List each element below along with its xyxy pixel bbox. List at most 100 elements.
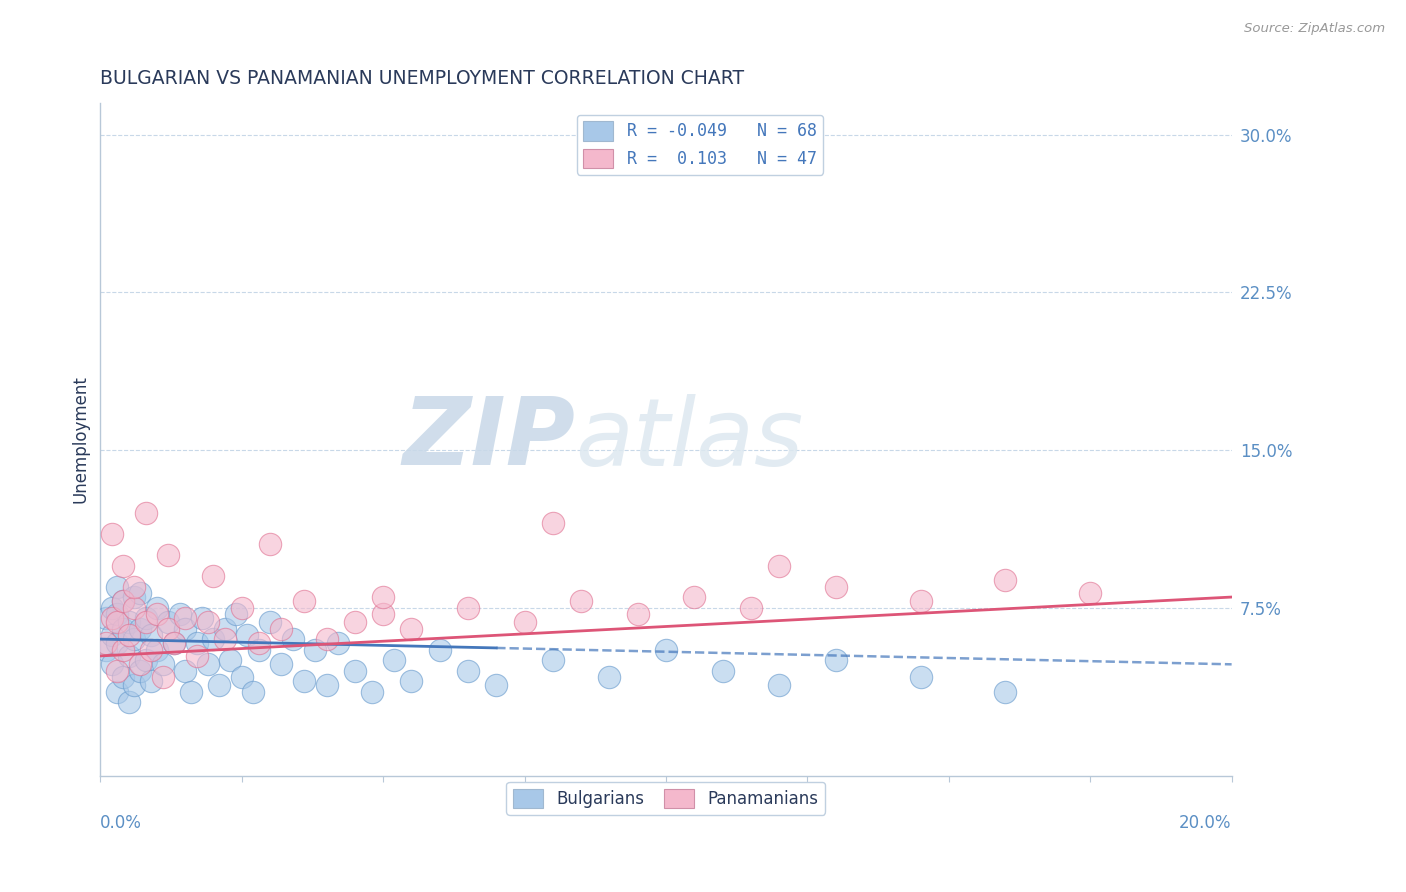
Point: [111, 670, 134, 684]
Point: [105, 607, 128, 621]
Point: [124, 678, 146, 692]
Point: [768, 558, 790, 573]
Point: [202, 569, 225, 583]
Point: [197, 657, 219, 672]
Point: [824, 653, 846, 667]
Point: [231, 600, 253, 615]
Point: [111, 622, 134, 636]
Point: [541, 653, 564, 667]
Point: [292, 594, 315, 608]
Point: [247, 642, 270, 657]
Point: [117, 628, 139, 642]
Text: Source: ZipAtlas.com: Source: ZipAtlas.com: [1244, 22, 1385, 36]
Point: [146, 607, 169, 621]
Point: [174, 622, 197, 636]
Point: [315, 678, 337, 692]
Point: [208, 678, 231, 692]
Point: [191, 611, 214, 625]
Point: [197, 615, 219, 630]
Point: [401, 622, 423, 636]
Point: [683, 590, 706, 604]
Point: [247, 636, 270, 650]
Point: [994, 684, 1017, 698]
Point: [768, 678, 790, 692]
Point: [270, 622, 292, 636]
Point: [259, 615, 281, 630]
Point: [135, 615, 157, 630]
Point: [111, 594, 134, 608]
Point: [824, 580, 846, 594]
Point: [236, 628, 259, 642]
Text: 0.0%: 0.0%: [100, 814, 142, 831]
Point: [94, 642, 117, 657]
Point: [135, 506, 157, 520]
Point: [152, 670, 174, 684]
Point: [100, 628, 122, 642]
Point: [163, 636, 186, 650]
Point: [117, 648, 139, 663]
Point: [124, 580, 146, 594]
Point: [157, 615, 180, 630]
Point: [373, 590, 395, 604]
Text: BULGARIAN VS PANAMANIAN UNEMPLOYMENT CORRELATION CHART: BULGARIAN VS PANAMANIAN UNEMPLOYMENT COR…: [100, 69, 744, 87]
Point: [384, 653, 406, 667]
Point: [598, 670, 620, 684]
Legend: Bulgarians, Panamanians: Bulgarians, Panamanians: [506, 782, 825, 814]
Point: [994, 573, 1017, 587]
Point: [105, 580, 128, 594]
Point: [1078, 586, 1101, 600]
Text: 20.0%: 20.0%: [1180, 814, 1232, 831]
Point: [186, 636, 208, 650]
Point: [100, 527, 122, 541]
Point: [214, 622, 236, 636]
Point: [105, 615, 128, 630]
Point: [180, 684, 202, 698]
Point: [111, 558, 134, 573]
Point: [100, 657, 122, 672]
Y-axis label: Unemployment: Unemployment: [72, 376, 89, 503]
Point: [219, 653, 242, 667]
Point: [146, 600, 169, 615]
Point: [157, 548, 180, 562]
Point: [292, 674, 315, 689]
Point: [163, 636, 186, 650]
Point: [111, 642, 134, 657]
Point: [129, 622, 152, 636]
Point: [117, 695, 139, 709]
Point: [457, 664, 479, 678]
Point: [169, 607, 191, 621]
Point: [135, 611, 157, 625]
Point: [174, 611, 197, 625]
Point: [373, 607, 395, 621]
Point: [513, 615, 536, 630]
Point: [627, 607, 650, 621]
Point: [152, 657, 174, 672]
Point: [569, 594, 592, 608]
Text: atlas: atlas: [575, 394, 804, 485]
Point: [401, 674, 423, 689]
Point: [129, 664, 152, 678]
Point: [343, 615, 366, 630]
Point: [225, 607, 247, 621]
Point: [485, 678, 508, 692]
Point: [360, 684, 382, 698]
Point: [186, 648, 208, 663]
Point: [94, 636, 117, 650]
Point: [129, 657, 152, 672]
Point: [105, 664, 128, 678]
Text: ZIP: ZIP: [402, 393, 575, 485]
Point: [174, 664, 197, 678]
Point: [343, 664, 366, 678]
Point: [326, 636, 349, 650]
Point: [129, 586, 152, 600]
Point: [304, 642, 326, 657]
Point: [124, 590, 146, 604]
Point: [124, 600, 146, 615]
Point: [655, 642, 678, 657]
Point: [740, 600, 762, 615]
Point: [94, 611, 117, 625]
Point: [281, 632, 304, 646]
Point: [141, 628, 163, 642]
Point: [135, 653, 157, 667]
Point: [202, 632, 225, 646]
